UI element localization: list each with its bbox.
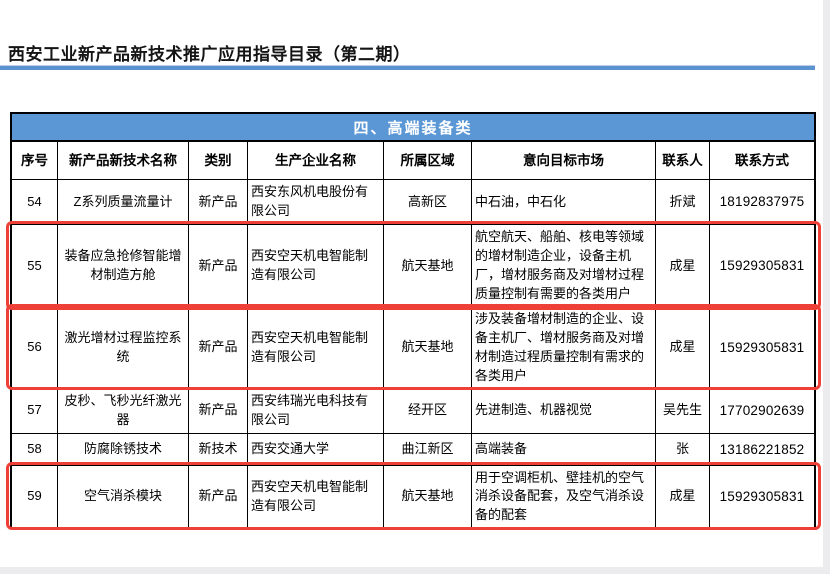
cell-no: 59 [27,488,42,504]
table-header-row: 序号 新产品新技术名称 类别 生产企业名称 所属区域 意向目标市场 联系人 联系… [12,142,814,179]
cell-market: 涉及装备增材制造的企业、设备主机厂、增材服务商及对增材制造过程质量控制有需求的各… [471,308,655,388]
cell-market: 先进制造、机器视觉 [471,388,655,434]
cell-no: 55 [27,257,42,273]
cell-region: 航天基地 [383,308,471,388]
cell-contact: 张 [655,434,709,466]
cell-company: 西安东风机电股份有限公司 [247,180,383,224]
cell-category: 新产品 [188,308,247,388]
cell-region: 航天基地 [383,225,471,307]
column-header-name: 新产品新技术名称 [57,142,188,179]
column-header-market: 意向目标市场 [471,142,655,179]
cell-region: 航天基地 [383,466,471,528]
cell-company: 西安纬瑞光电科技有限公司 [247,388,383,434]
cell-category: 新产品 [188,180,247,224]
cell-name: 装备应急抢修智能增材制造方舱 [57,225,188,307]
cell-name: 空气消杀模块 [57,466,188,528]
title-underline-rule [0,65,815,70]
cell-contact: 吴先生 [655,388,709,434]
document-page: 西安工业新产品新技术推广应用指导目录（第二期） 四、高端装备类 序号 新产品新技… [0,0,823,567]
cell-no: 54 [27,193,42,209]
cell-company: 西安空天机电智能制造有限公司 [247,225,383,307]
cell-contact: 成星 [655,308,709,388]
cell-no: 57 [27,402,42,418]
table-row: 55 装备应急抢修智能增材制造方舱 新产品 西安空天机电智能制造有限公司 航天基… [6,221,821,310]
table-row: 59 空气消杀模块 新产品 西安空天机电智能制造有限公司 航天基地 用于空调柜机… [6,462,821,531]
cell-market: 用于空调柜机、壁挂机的空气消杀设备配套，及空气消杀设备的配套 [471,466,655,528]
cell-category: 新产品 [188,388,247,434]
cell-name: Z系列质量流量计 [57,180,188,224]
cell-phone: 15929305831 [709,225,814,307]
table-body: 54 Z系列质量流量计 新产品 西安东风机电股份有限公司 高新区 中石油，中石化… [6,179,821,531]
table-section-header: 四、高端装备类 [12,114,814,142]
cell-region: 经开区 [383,388,471,434]
cell-company: 西安空天机电智能制造有限公司 [247,308,383,388]
catalog-table: 四、高端装备类 序号 新产品新技术名称 类别 生产企业名称 所属区域 意向目标市… [6,112,821,531]
cell-no: 58 [27,441,42,457]
cell-phone: 13186221852 [709,434,814,466]
column-header-category: 类别 [188,142,247,179]
cell-category: 新产品 [188,466,247,528]
column-header-company: 生产企业名称 [247,142,383,179]
cell-market: 中石油，中石化 [471,180,655,224]
cell-contact: 成星 [655,225,709,307]
table-row: 56 激光增材过程监控系统 新产品 西安空天机电智能制造有限公司 航天基地 涉及… [6,303,821,391]
cell-contact: 成星 [655,466,709,528]
cell-no: 56 [27,339,42,355]
column-header-no: 序号 [21,152,48,168]
cell-market: 航空航天、船舶、核电等领域的增材制造企业，设备主机厂，增材服务商及对增材过程质量… [471,225,655,307]
cell-region: 曲江新区 [383,434,471,466]
page-title: 西安工业新产品新技术推广应用指导目录（第二期） [8,45,411,64]
cell-phone: 18192837975 [709,180,814,224]
cell-company: 西安交通大学 [247,434,383,466]
cell-name: 皮秒、飞秒光纤激光器 [57,388,188,434]
cell-phone: 15929305831 [709,466,814,528]
column-header-phone: 联系方式 [709,142,814,179]
cell-phone: 15929305831 [709,308,814,388]
cell-phone: 17702902639 [709,388,814,434]
column-header-contact: 联系人 [655,142,709,179]
table-row: 58 防腐除锈技术 新技术 西安交通大学 曲江新区 高端装备 张 1318622… [12,433,814,466]
table-row: 54 Z系列质量流量计 新产品 西安东风机电股份有限公司 高新区 中石油，中石化… [12,179,814,224]
cell-company: 西安空天机电智能制造有限公司 [247,466,383,528]
cell-category: 新产品 [188,225,247,307]
cell-region: 高新区 [383,180,471,224]
cell-market: 高端装备 [471,434,655,466]
cell-name: 防腐除锈技术 [57,434,188,466]
cell-name: 激光增材过程监控系统 [57,308,188,388]
cell-category: 新技术 [188,434,247,466]
cell-contact: 折斌 [655,180,709,224]
table-row: 57 皮秒、飞秒光纤激光器 新产品 西安纬瑞光电科技有限公司 经开区 先进制造、… [12,387,814,434]
column-header-region: 所属区域 [383,142,471,179]
